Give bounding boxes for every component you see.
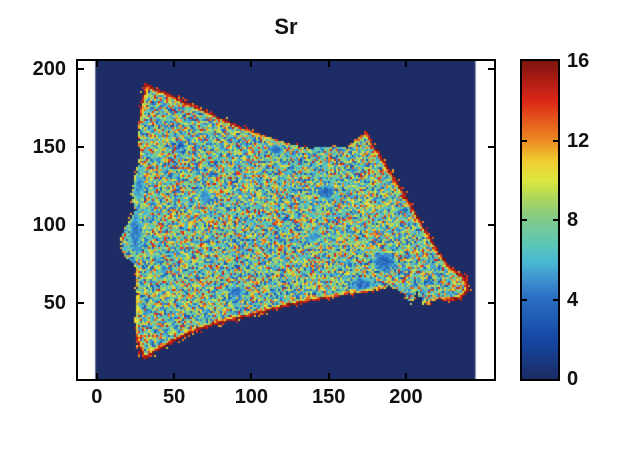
y-tick-label: 200: [32, 57, 66, 80]
colorbar-tick-mark-right: [553, 139, 558, 142]
heatmap-canvas: [78, 61, 494, 379]
x-tick-mark-top: [173, 61, 176, 67]
x-tick-mark: [327, 373, 330, 379]
plot-area: [76, 59, 496, 381]
x-tick-mark: [250, 373, 253, 379]
x-tick-label: 100: [234, 386, 269, 408]
colorbar-tick-mark-left: [522, 139, 527, 142]
y-tick-label: 50: [43, 291, 66, 314]
colorbar-tick-label: 4: [567, 288, 579, 311]
x-tick-label: 0: [91, 386, 103, 408]
colorbar-tick-mark-right: [553, 298, 558, 301]
y-tick-mark-right: [488, 223, 494, 226]
colorbar: [520, 59, 560, 381]
x-tick-mark-top: [404, 61, 407, 67]
y-tick-mark: [78, 223, 84, 226]
colorbar-gradient-canvas: [522, 61, 558, 379]
colorbar-tick-label: 0: [567, 368, 579, 390]
x-tick-mark: [404, 373, 407, 379]
x-tick-mark: [95, 373, 98, 379]
y-tick-mark: [78, 301, 84, 304]
y-tick-label: 150: [32, 135, 66, 158]
colorbar-tick-label: 12: [567, 129, 590, 152]
y-tick-mark-right: [488, 67, 494, 70]
y-tick-mark: [78, 145, 84, 148]
y-tick-mark-right: [488, 145, 494, 148]
y-tick-mark-right: [488, 301, 494, 304]
y-tick-mark: [78, 67, 84, 70]
x-tick-label: 150: [311, 386, 346, 408]
x-tick-mark-top: [95, 61, 98, 67]
colorbar-tick-label: 16: [567, 50, 590, 72]
x-tick-label: 200: [389, 386, 423, 408]
colorbar-tick-mark-right: [553, 219, 558, 221]
x-tick-mark: [173, 373, 176, 379]
y-tick-label: 100: [32, 213, 66, 236]
x-tick-label: 50: [162, 386, 186, 408]
colorbar-tick-mark-left: [522, 219, 527, 221]
x-tick-mark-top: [250, 61, 253, 67]
colorbar-tick-label: 8: [567, 209, 579, 231]
chart-title: Sr: [274, 14, 298, 39]
colorbar-tick-mark-left: [522, 298, 527, 301]
x-tick-mark-top: [327, 61, 330, 67]
